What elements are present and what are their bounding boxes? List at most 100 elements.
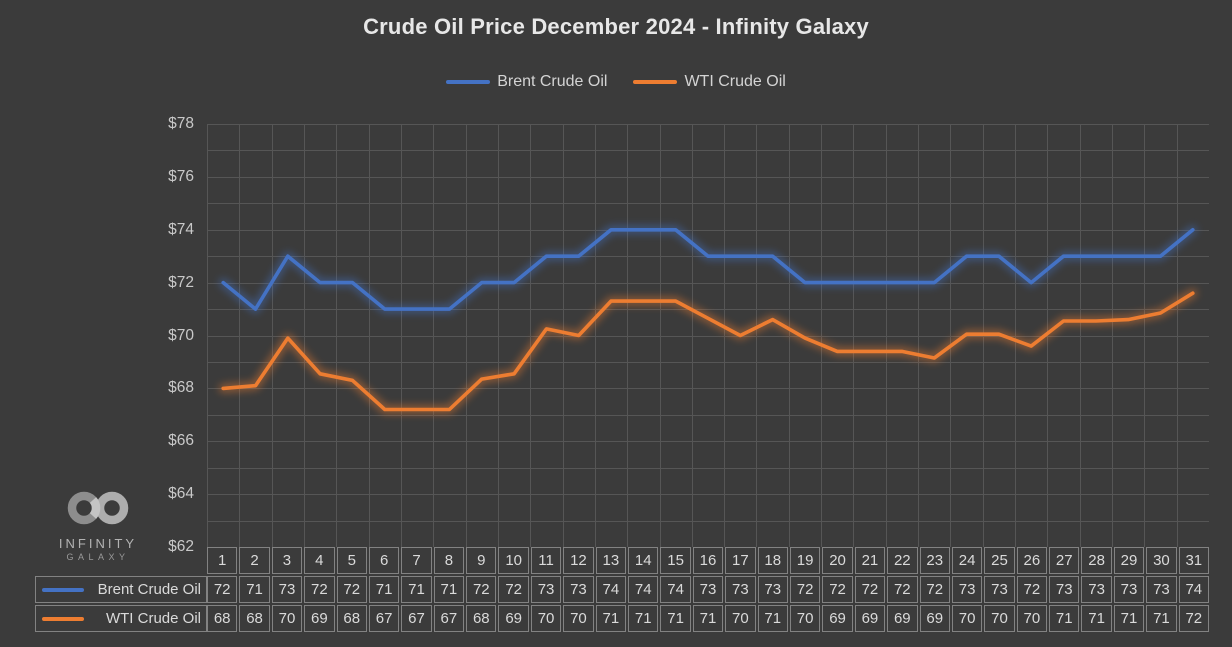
day-header-cell: 2 — [239, 547, 270, 574]
brent-value-cell: 72 — [822, 576, 853, 603]
wti-value-cell: 71 — [1081, 605, 1112, 632]
wti-value-cell: 69 — [919, 605, 950, 632]
y-tick-label: $72 — [168, 273, 194, 291]
day-header-cell: 9 — [466, 547, 497, 574]
y-tick-label: $76 — [168, 167, 194, 185]
y-tick-label: $68 — [168, 379, 194, 397]
data-table: 1 2 3 4 5 6 7 8 9 10 11 12 13 14 15 16 17 18 19 20 21 22 23 24 2… — [207, 547, 1209, 632]
wti-value-cell: 71 — [1113, 605, 1145, 632]
wti-value-cell: 71 — [628, 605, 659, 632]
brent-value-cell: 72 — [789, 576, 821, 603]
brent-value-cell: 74 — [628, 576, 659, 603]
day-header-cell: 16 — [692, 547, 724, 574]
brent-line-swatch — [42, 587, 84, 592]
day-header-cell: 4 — [304, 547, 335, 574]
day-header-cell: 22 — [887, 547, 918, 574]
wti-value-cell: 69 — [498, 605, 529, 632]
wti-value-cell: 67 — [368, 605, 400, 632]
brent-value-cell: 74 — [1178, 576, 1209, 603]
wti-value-cell: 70 — [725, 605, 756, 632]
y-tick-label: $64 — [168, 485, 194, 503]
table-row-label: Brent Crude Oil — [97, 581, 201, 598]
wti-value-cell: 72 — [1178, 605, 1209, 632]
logo-text-infinity: INFINITY — [58, 536, 138, 551]
y-tick-label: $74 — [168, 220, 194, 238]
wti-value-cell: 68 — [239, 605, 270, 632]
brent-value-cell: 73 — [757, 576, 788, 603]
table-row-label-brent: Brent Crude Oil — [35, 576, 207, 603]
legend-item-brent: Brent Crude Oil — [446, 73, 607, 91]
wti-value-cell: 70 — [984, 605, 1015, 632]
day-header-cell: 3 — [271, 547, 303, 574]
wti-value-cell: 70 — [789, 605, 821, 632]
day-header-cell: 26 — [1016, 547, 1048, 574]
brent-value-cell: 73 — [984, 576, 1015, 603]
day-header-cell: 8 — [433, 547, 465, 574]
brent-value-cell: 73 — [1113, 576, 1145, 603]
brent-value-cell: 72 — [854, 576, 886, 603]
y-tick-label: $66 — [168, 432, 194, 450]
brent-value-cell: 72 — [1016, 576, 1048, 603]
wti-value-cell: 68 — [466, 605, 497, 632]
y-tick-label: $78 — [168, 115, 194, 132]
brent-value-cell: 73 — [1049, 576, 1080, 603]
day-header-cell: 23 — [919, 547, 950, 574]
day-header-cell: 29 — [1113, 547, 1145, 574]
brent-value-cell: 73 — [951, 576, 983, 603]
day-header-cell: 27 — [1049, 547, 1080, 574]
wti-value-cell: 68 — [336, 605, 367, 632]
day-header-cell: 6 — [368, 547, 400, 574]
brent-value-cell: 73 — [563, 576, 594, 603]
series-line-brent — [221, 228, 1195, 311]
brent-value-cell: 71 — [239, 576, 270, 603]
brent-value-cell: 73 — [530, 576, 562, 603]
legend-label: Brent Crude Oil — [497, 73, 608, 90]
brent-value-cell: 72 — [207, 576, 238, 603]
day-header-cell: 19 — [789, 547, 821, 574]
brent-value-cell: 72 — [336, 576, 367, 603]
series-line-wti — [221, 291, 1195, 412]
brent-value-cell: 72 — [919, 576, 950, 603]
wti-value-cell: 69 — [854, 605, 886, 632]
wti-value-cell: 71 — [660, 605, 691, 632]
brent-line-swatch — [446, 80, 491, 84]
wti-value-cell: 71 — [757, 605, 788, 632]
day-header-cell: 28 — [1081, 547, 1112, 574]
legend-label: WTI Crude Oil — [684, 73, 786, 90]
day-header-cell: 31 — [1178, 547, 1209, 574]
day-header-cell: 5 — [336, 547, 367, 574]
chart-title: Crude Oil Price December 2024 - Infinity… — [363, 14, 869, 39]
wti-value-cell: 68 — [207, 605, 238, 632]
wti-line-swatch — [42, 616, 84, 621]
wti-value-cell: 70 — [951, 605, 983, 632]
legend-item-wti: WTI Crude Oil — [633, 73, 786, 91]
wti-value-cell: 69 — [887, 605, 918, 632]
wti-value-cell: 69 — [304, 605, 335, 632]
table-row-label: WTI Crude Oil — [105, 610, 201, 627]
day-header-cell: 30 — [1146, 547, 1177, 574]
brent-value-cell: 73 — [1146, 576, 1177, 603]
wti-value-cell: 67 — [401, 605, 432, 632]
wti-value-cell: 70 — [271, 605, 303, 632]
brent-value-cell: 74 — [595, 576, 627, 603]
brent-value-cell: 72 — [498, 576, 529, 603]
day-header-cell: 7 — [401, 547, 432, 574]
brent-value-cell: 72 — [887, 576, 918, 603]
day-header-cell: 14 — [628, 547, 659, 574]
wti-value-cell: 71 — [1146, 605, 1177, 632]
day-header-cell: 24 — [951, 547, 983, 574]
data-table-legend-column: Brent Crude Oil WTI Crude Oil — [35, 576, 207, 632]
y-tick-label: $62 — [168, 538, 194, 555]
brent-value-cell: 71 — [401, 576, 432, 603]
wti-line-swatch — [633, 80, 678, 84]
day-header-cell: 20 — [822, 547, 853, 574]
gridlines — [207, 124, 1209, 547]
day-header-cell: 11 — [530, 547, 562, 574]
wti-value-cell: 67 — [433, 605, 465, 632]
logo-text-galaxy: GALAXY — [66, 552, 130, 562]
day-header-cell: 13 — [595, 547, 627, 574]
wti-value-cell: 69 — [822, 605, 853, 632]
brent-value-cell: 73 — [692, 576, 724, 603]
wti-value-cell: 70 — [1016, 605, 1048, 632]
wti-value-cell: 71 — [1049, 605, 1080, 632]
